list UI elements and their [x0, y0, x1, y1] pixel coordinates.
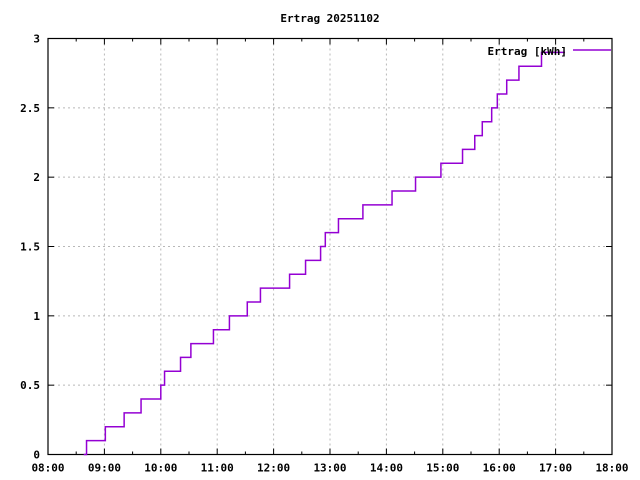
x-tick-label: 09:00 — [88, 462, 121, 475]
x-tick-label: 08:00 — [31, 462, 64, 475]
yield-step-line — [83, 51, 565, 456]
x-tick-label: 18:00 — [595, 462, 628, 475]
x-tick-label: 11:00 — [201, 462, 234, 475]
y-tick-label: 2 — [33, 171, 40, 184]
x-tick-label: 10:00 — [144, 462, 177, 475]
x-tick-label: 17:00 — [539, 462, 572, 475]
x-tick-label: 12:00 — [257, 462, 290, 475]
axis-tick-labels: 08:00 09:00 10:00 11:00 12:00 13:00 14:00 15:00… — [20, 33, 628, 475]
x-tick-label: 14:00 — [370, 462, 403, 475]
x-tick-label: 13:00 — [313, 462, 346, 475]
plot-border-rect — [47, 37, 613, 456]
y-tick-label: 3 — [33, 33, 40, 46]
y-tick-label: 2.5 — [20, 102, 40, 115]
y-tick-label: 0.5 — [20, 379, 40, 392]
x-tick-label: 16:00 — [483, 462, 516, 475]
y-tick-label: 1 — [33, 310, 40, 323]
y-tick-label: 1.5 — [20, 241, 40, 254]
y-tick-label: 0 — [33, 449, 40, 462]
yield-step-path — [83, 51, 565, 456]
plot-border — [47, 37, 613, 456]
grid — [48, 38, 612, 455]
chart-title: Ertrag 20251102 — [280, 12, 379, 25]
x-tick-label: 15:00 — [426, 462, 459, 475]
legend-label: Ertrag [kWh] — [488, 45, 567, 58]
axis-ticks — [47, 38, 613, 455]
